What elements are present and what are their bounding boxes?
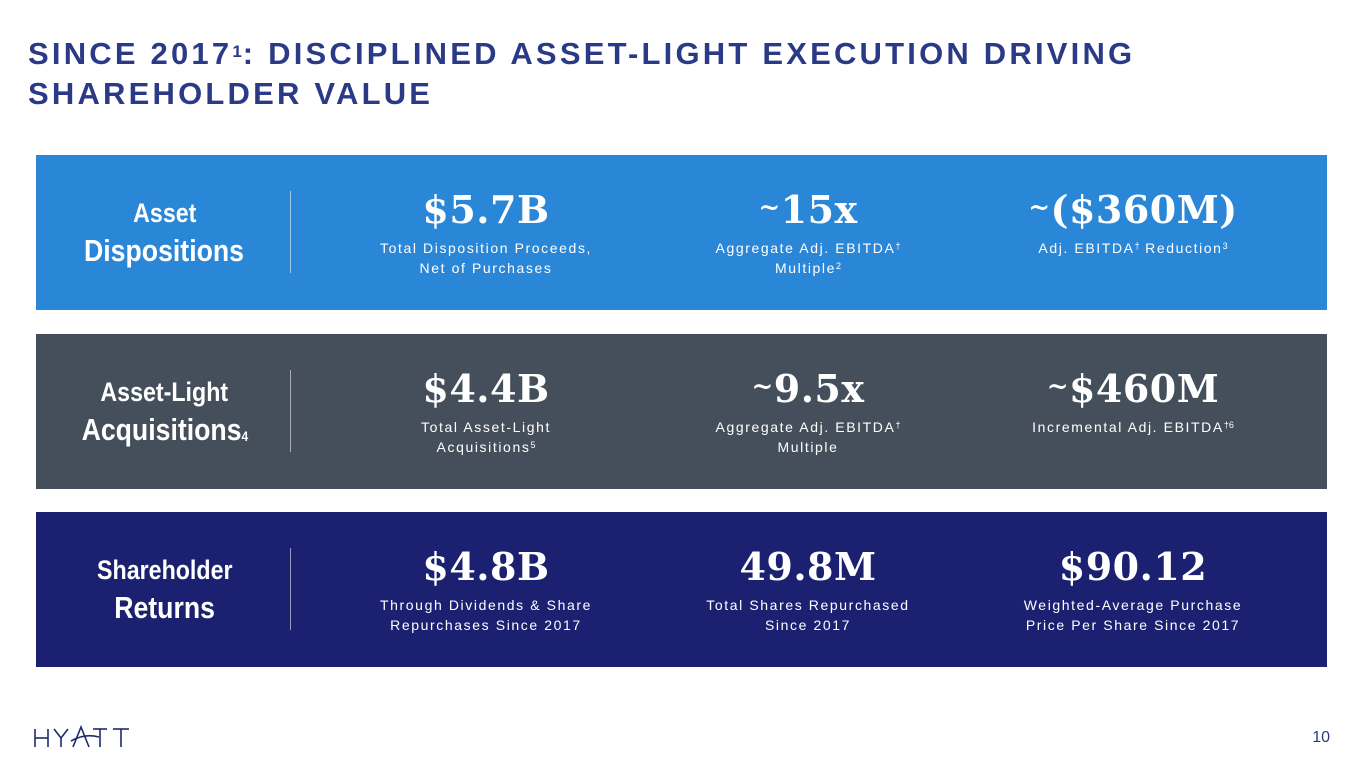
band-label: Shareholder Returns (36, 512, 293, 667)
band-label-line1: Asset (132, 197, 197, 228)
stat-description: Adj. EBITDA† Reduction3 (1038, 240, 1228, 256)
stat-disposition-proceeds: $5.7B Total Disposition Proceeds, Net of… (326, 187, 646, 278)
hyatt-logo (33, 723, 133, 753)
stat-value: ~9.5x (751, 366, 865, 411)
stat-value: ~$460M (1046, 366, 1220, 411)
stat-average-purchase-price: $90.12 Weighted-Average Purchase Price P… (973, 544, 1293, 635)
page-number: 10 (1312, 729, 1330, 746)
slide-title: SINCE 20171: DISCIPLINED ASSET-LIGHT EXE… (28, 36, 1136, 111)
stat-acquisitions-total: $4.4B Total Asset-Light Acquisitions5 (326, 366, 646, 457)
stat-description: Total Disposition Proceeds, Net of Purch… (379, 240, 593, 276)
vertical-divider (290, 370, 291, 452)
stat-value: ~($360M) (1028, 187, 1238, 232)
stat-description: Through Dividends & Share Repurchases Si… (380, 597, 592, 633)
stat-description: Weighted-Average Purchase Price Per Shar… (1023, 597, 1243, 633)
band-label-line2: Acquisitions4 (81, 411, 248, 447)
band-label-line2: Returns (114, 589, 215, 625)
stat-shares-repurchased: 49.8M Total Shares Repurchased Since 201… (648, 544, 968, 635)
stat-value: $4.8B (422, 544, 550, 589)
band-label-line2: Dispositions (84, 232, 245, 268)
stat-value: $4.4B (422, 366, 550, 411)
stat-ebitda-multiple: ~15x Aggregate Adj. EBITDA† Multiple2 (648, 187, 968, 278)
stat-value: $5.7B (422, 187, 550, 232)
vertical-divider (290, 191, 291, 273)
band-label: Asset Dispositions (36, 155, 293, 310)
stat-acquisition-multiple: ~9.5x Aggregate Adj. EBITDA† Multiple (648, 366, 968, 457)
stat-dividends-repurchases: $4.8B Through Dividends & Share Repurcha… (326, 544, 646, 635)
stat-value: ~15x (758, 187, 858, 232)
stat-description: Incremental Adj. EBITDA†6 (1032, 419, 1234, 435)
stat-description: Total Asset-Light Acquisitions5 (421, 419, 551, 455)
band-asset-dispositions: Asset Dispositions $5.7B Total Dispositi… (36, 155, 1327, 310)
stat-incremental-ebitda: ~$460M Incremental Adj. EBITDA†6 (973, 366, 1293, 437)
title-footnote: 1 (232, 42, 243, 61)
band-label-line1: Shareholder (96, 554, 233, 585)
band-shareholder-returns: Shareholder Returns $4.8B Through Divide… (36, 512, 1327, 667)
vertical-divider (290, 548, 291, 630)
stat-ebitda-reduction: ~($360M) Adj. EBITDA† Reduction3 (973, 187, 1293, 258)
stat-description: Total Shares Repurchased Since 2017 (706, 597, 910, 633)
hyatt-logo-mark (34, 724, 129, 748)
stat-description: Aggregate Adj. EBITDA† Multiple2 (715, 240, 901, 276)
band-label: Asset-Light Acquisitions4 (36, 334, 293, 489)
stat-description: Aggregate Adj. EBITDA† Multiple (715, 419, 901, 455)
band-label-line1: Asset-Light (100, 376, 229, 407)
label-footnote: 4 (241, 427, 248, 444)
band-asset-light-acquisitions: Asset-Light Acquisitions4 $4.4B Total As… (36, 334, 1327, 489)
stat-value: 49.8M (739, 544, 877, 589)
stat-value: $90.12 (1058, 544, 1208, 589)
